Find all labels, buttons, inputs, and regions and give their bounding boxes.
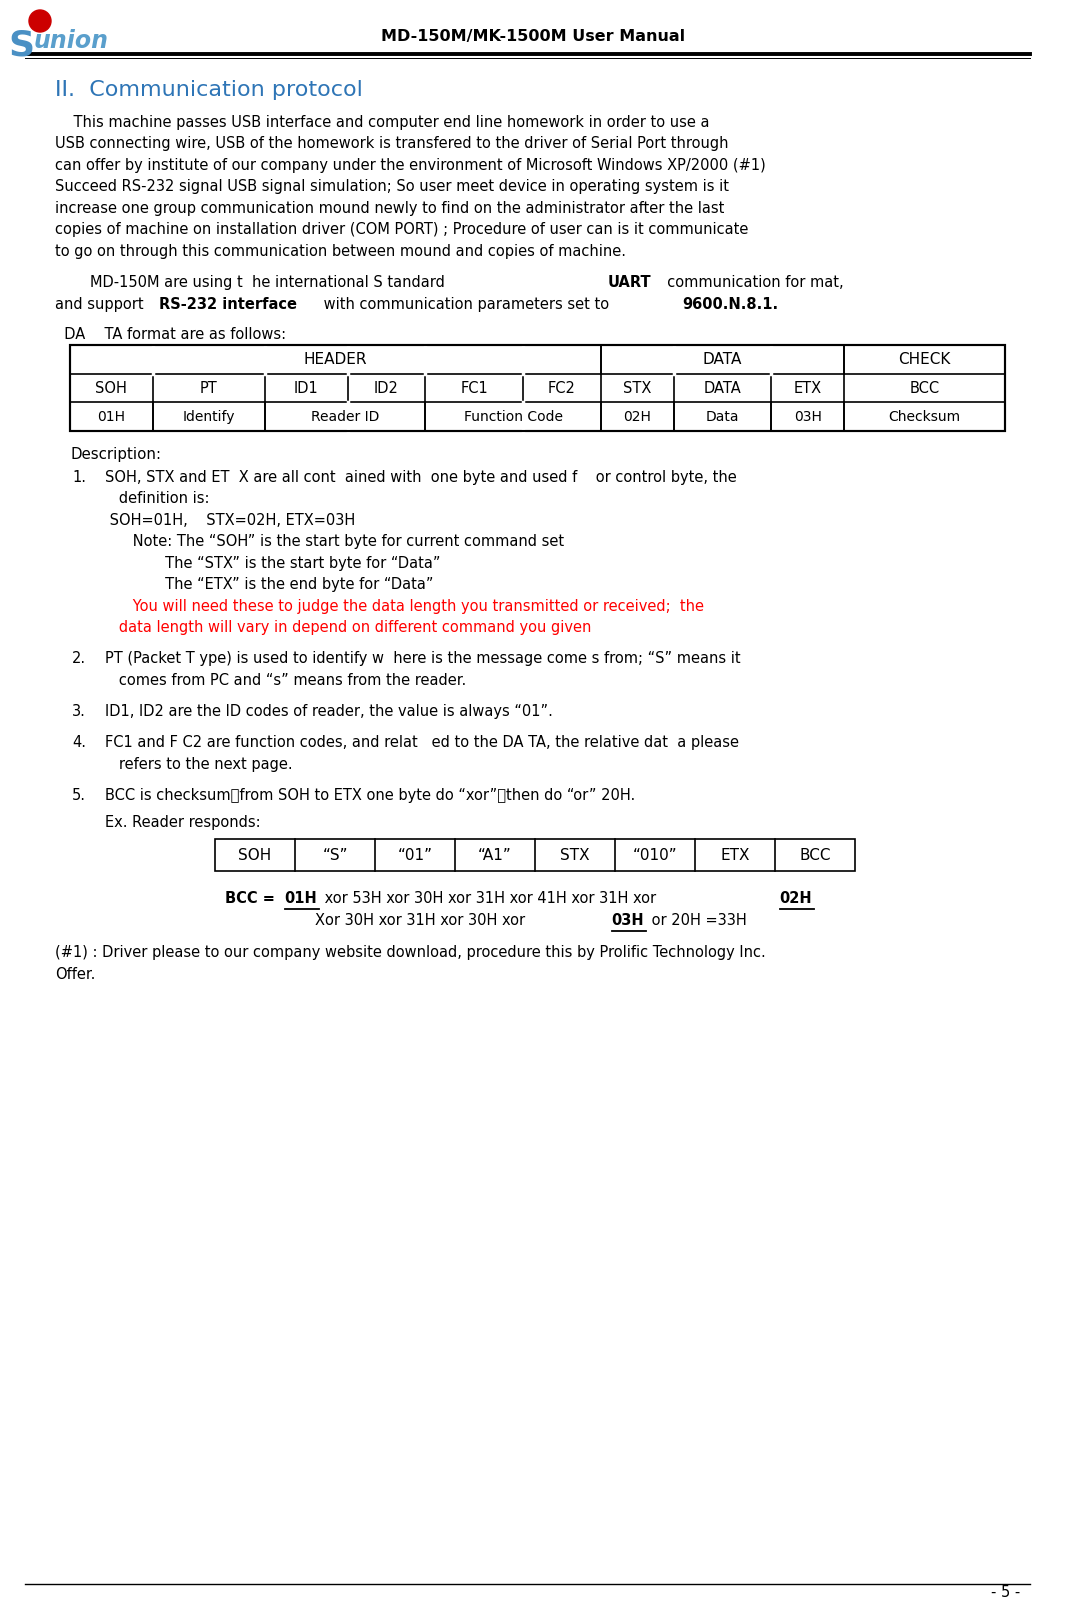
Text: definition is:: definition is:: [105, 491, 209, 506]
Text: You will need these to judge the data length you transmitted or received;  the: You will need these to judge the data le…: [105, 599, 704, 613]
Text: STX: STX: [623, 381, 652, 396]
Bar: [214, 839, 855, 871]
Circle shape: [29, 10, 51, 32]
Text: union: union: [34, 29, 109, 54]
Text: S: S: [7, 29, 34, 63]
Text: Function Code: Function Code: [464, 410, 562, 423]
Text: Offer.: Offer.: [55, 967, 95, 981]
Text: FC2: FC2: [548, 381, 576, 396]
Text: with communication parameters set to: with communication parameters set to: [319, 297, 614, 311]
Text: ID2: ID2: [375, 381, 399, 396]
Text: II.  Communication protocol: II. Communication protocol: [55, 79, 363, 101]
Text: SOH: SOH: [238, 848, 272, 863]
Text: DA  TA format are as follows:: DA TA format are as follows:: [55, 328, 286, 342]
Text: 03H: 03H: [611, 913, 644, 928]
Text: DATA: DATA: [703, 352, 743, 367]
Bar: [70, 345, 1005, 431]
Text: 02H: 02H: [623, 410, 651, 423]
Text: HEADER: HEADER: [304, 352, 367, 367]
Text: DATA: DATA: [703, 381, 742, 396]
Text: 01H: 01H: [285, 892, 317, 907]
Text: The “ETX” is the end byte for “Data”: The “ETX” is the end byte for “Data”: [105, 577, 433, 592]
Text: 5.: 5.: [71, 788, 86, 803]
Text: FC1: FC1: [460, 381, 488, 396]
Text: CHECK: CHECK: [898, 352, 951, 367]
Text: 9600.N.8.1.: 9600.N.8.1.: [682, 297, 778, 311]
Text: MD-150M are using t  he international S tandard: MD-150M are using t he international S t…: [90, 276, 455, 290]
Text: 01H: 01H: [97, 410, 126, 423]
Text: Note: The “SOH” is the start byte for current command set: Note: The “SOH” is the start byte for cu…: [105, 534, 564, 550]
Text: FC1 and F C2 are function codes, and relat   ed to the DA TA, the relative dat  : FC1 and F C2 are function codes, and rel…: [105, 735, 739, 749]
Text: ID1, ID2 are the ID codes of reader, the value is always “01”.: ID1, ID2 are the ID codes of reader, the…: [105, 704, 553, 719]
Text: data length will vary in depend on different command you given: data length will vary in depend on diffe…: [105, 620, 591, 636]
Text: Checksum: Checksum: [889, 410, 960, 423]
Text: BCC =: BCC =: [225, 892, 280, 907]
Text: xor 53H xor 30H xor 31H xor 41H xor 31H xor: xor 53H xor 30H xor 31H xor 41H xor 31H …: [320, 892, 660, 907]
Text: “010”: “010”: [633, 848, 678, 863]
Text: BCC is checksum，from SOH to ETX one byte do “xor”セthen do “or” 20H.: BCC is checksum，from SOH to ETX one byte…: [105, 788, 635, 803]
Text: “A1”: “A1”: [478, 848, 512, 863]
Text: This machine passes USB interface and computer end line homework in order to use: This machine passes USB interface and co…: [55, 115, 710, 130]
Text: STX: STX: [560, 848, 590, 863]
Text: to go on through this communication between mound and copies of machine.: to go on through this communication betw…: [55, 243, 626, 260]
Bar: [70, 345, 1005, 431]
Text: MD-150M/MK-1500M User Manual: MD-150M/MK-1500M User Manual: [381, 29, 686, 44]
Text: 1.: 1.: [71, 470, 86, 485]
Text: USB connecting wire, USB of the homework is transfered to the driver of Serial P: USB connecting wire, USB of the homework…: [55, 136, 729, 151]
Text: RS-232 interface: RS-232 interface: [159, 297, 297, 311]
Text: “01”: “01”: [398, 848, 432, 863]
Text: Identify: Identify: [182, 410, 235, 423]
Text: copies of machine on installation driver (COM PORT) ; Procedure of user can is i: copies of machine on installation driver…: [55, 222, 748, 237]
Text: ETX: ETX: [794, 381, 822, 396]
Text: - 5 -: - 5 -: [991, 1585, 1020, 1599]
Text: and support: and support: [55, 297, 148, 311]
Text: SOH=01H,    STX=02H, ETX=03H: SOH=01H, STX=02H, ETX=03H: [105, 513, 355, 527]
Text: 4.: 4.: [71, 735, 86, 749]
Text: (#1) : Driver please to our company website download, procedure this by Prolific: (#1) : Driver please to our company webs…: [55, 946, 766, 960]
Text: ETX: ETX: [720, 848, 750, 863]
Text: Ex. Reader responds:: Ex. Reader responds:: [105, 814, 260, 829]
Text: SOH, STX and ET  X are all cont  ained with  one byte and used f    or control b: SOH, STX and ET X are all cont ained wit…: [105, 470, 736, 485]
Text: UART: UART: [608, 276, 652, 290]
Text: or 20H =33H: or 20H =33H: [647, 913, 747, 928]
Text: Data: Data: [705, 410, 739, 423]
Text: Xor 30H xor 31H xor 30H xor: Xor 30H xor 31H xor 30H xor: [315, 913, 529, 928]
Text: BCC: BCC: [799, 848, 831, 863]
Text: refers to the next page.: refers to the next page.: [105, 756, 292, 772]
Text: ID1: ID1: [293, 381, 319, 396]
Text: PT (Packet T ype) is used to identify w  here is the message come s from; “S” me: PT (Packet T ype) is used to identify w …: [105, 652, 740, 667]
Text: 02H: 02H: [780, 892, 812, 907]
Text: PT: PT: [200, 381, 218, 396]
Text: 2.: 2.: [71, 652, 86, 667]
Text: communication for mat,: communication for mat,: [658, 276, 844, 290]
Text: The “STX” is the start byte for “Data”: The “STX” is the start byte for “Data”: [105, 556, 441, 571]
Text: SOH: SOH: [95, 381, 127, 396]
Text: 3.: 3.: [71, 704, 85, 719]
Text: Reader ID: Reader ID: [310, 410, 380, 423]
Text: Succeed RS-232 signal USB signal simulation; So user meet device in operating sy: Succeed RS-232 signal USB signal simulat…: [55, 180, 729, 195]
Text: Description:: Description:: [70, 448, 161, 462]
Text: can offer by institute of our company under the environment of Microsoft Windows: can offer by institute of our company un…: [55, 157, 766, 174]
Text: 03H: 03H: [794, 410, 822, 423]
Text: “S”: “S”: [322, 848, 348, 863]
Text: BCC: BCC: [909, 381, 940, 396]
Text: increase one group communication mound newly to find on the administrator after : increase one group communication mound n…: [55, 201, 724, 216]
Text: comes from PC and “s” means from the reader.: comes from PC and “s” means from the rea…: [105, 673, 466, 688]
